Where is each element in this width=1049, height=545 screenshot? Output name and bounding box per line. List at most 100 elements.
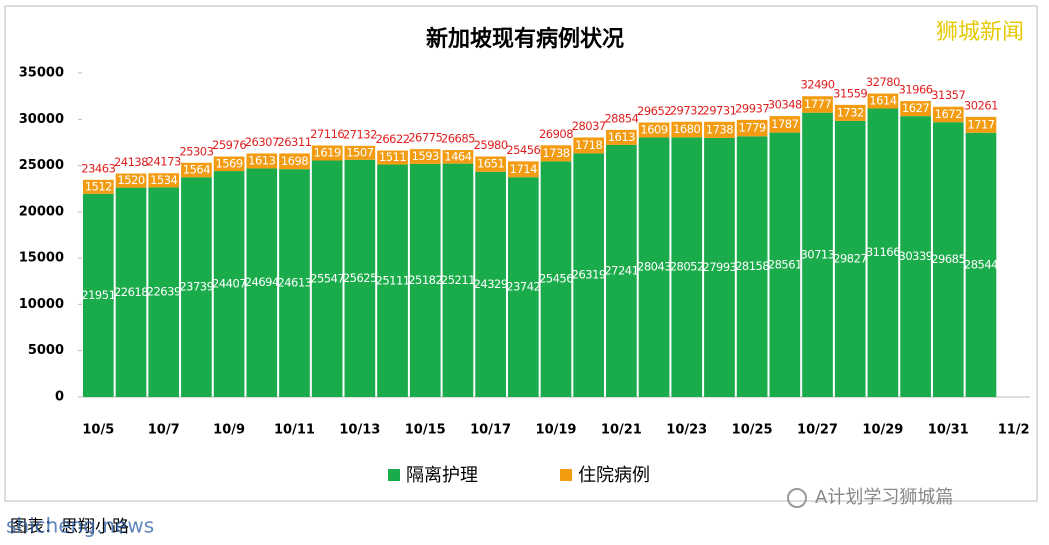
bar-value-label: 28158	[735, 259, 769, 273]
y-tick-label: 0	[55, 390, 64, 405]
total-label: 25303	[179, 144, 213, 158]
bar-value-label: 1672	[935, 107, 962, 121]
bar-segment	[573, 137, 605, 154]
bar-value-label: 24329	[474, 277, 508, 291]
legend-label: 隔离护理	[406, 465, 478, 486]
bar-value-label: 1680	[673, 122, 700, 136]
legend-swatch	[388, 469, 400, 481]
x-tick-label: 10/27	[797, 423, 838, 438]
bar-segment	[606, 144, 637, 397]
bar-value-label: 1619	[314, 146, 341, 160]
bar-segment	[377, 164, 408, 397]
bar-segment	[311, 160, 343, 397]
bar-value-label: 27993	[702, 260, 736, 274]
total-label: 26622	[376, 132, 410, 146]
bar-value-label: 25625	[343, 271, 377, 285]
bar-value-label: 28043	[637, 260, 671, 274]
total-label: 26307	[245, 135, 279, 149]
y-tick-label: 15000	[19, 251, 64, 266]
bar-value-label: 1534	[150, 173, 177, 187]
bar-segment	[475, 171, 506, 397]
bar-segment	[834, 120, 866, 397]
total-label: 32780	[866, 75, 900, 89]
bar-segment	[540, 161, 572, 397]
bar-value-label: 1651	[477, 157, 504, 171]
bar-value-label: 30339	[899, 249, 933, 263]
bar-segment	[671, 121, 703, 138]
bar-segment	[409, 163, 441, 397]
chart-title: 新加坡现有病例状况	[426, 26, 624, 52]
bar-segment	[344, 159, 376, 397]
legend-swatch	[560, 469, 572, 481]
bar-value-label: 1512	[85, 179, 112, 193]
x-tick-label: 11/2	[998, 423, 1030, 438]
footer-watermark: shicheng.news	[6, 514, 154, 538]
bar-value-label: 25547	[310, 271, 344, 285]
x-tick-label: 10/13	[339, 423, 380, 438]
bar-segment	[606, 129, 637, 145]
bar-value-label: 1787	[771, 117, 798, 131]
bar-segment	[932, 106, 964, 123]
bar-value-label: 21951	[81, 288, 115, 302]
x-tick-label: 10/5	[82, 423, 114, 438]
total-label: 29937	[735, 101, 769, 115]
bar-value-label: 23742	[506, 280, 540, 294]
bar-segment	[475, 156, 506, 172]
bar-segment	[965, 132, 997, 398]
bar-value-label: 27241	[604, 263, 638, 277]
bar-segment	[246, 153, 278, 169]
bar-value-label: 1779	[738, 121, 765, 135]
bar-segment	[638, 122, 670, 138]
bar-segment	[704, 137, 735, 397]
bar-value-label: 24613	[277, 276, 311, 290]
total-label: 31966	[899, 83, 933, 97]
bar-value-label: 1738	[542, 146, 569, 160]
bar-segment	[507, 161, 539, 178]
bar-segment	[834, 104, 866, 121]
bar-segment	[736, 136, 768, 397]
bar-value-label: 22618	[114, 285, 148, 299]
total-label: 27116	[310, 127, 344, 141]
bar-segment	[638, 137, 670, 397]
y-tick-label: 5000	[28, 343, 64, 358]
total-label: 26311	[277, 135, 311, 149]
total-label: 27132	[343, 127, 377, 141]
footer-right: A计划学习狮城篇	[815, 487, 953, 508]
bar-segment	[409, 149, 441, 164]
bar-segment	[344, 145, 376, 160]
bar-value-label: 30713	[800, 247, 834, 261]
bar-value-label: 1738	[706, 122, 733, 136]
bar-segment	[540, 145, 572, 162]
legend-label: 住院病例	[578, 465, 650, 486]
bar-segment	[769, 116, 801, 133]
total-label: 31357	[931, 88, 965, 102]
bar-segment	[867, 93, 899, 109]
total-label: 28854	[604, 111, 638, 125]
bar-segment	[442, 163, 474, 397]
total-label: 25980	[474, 138, 508, 152]
bar-segment	[213, 156, 245, 172]
bar-segment	[965, 116, 997, 133]
bar-segment	[802, 96, 833, 113]
bar-segment	[148, 187, 180, 397]
x-tick-label: 10/31	[928, 423, 969, 438]
bar-segment	[442, 150, 474, 164]
bar-value-label: 29685	[931, 252, 965, 266]
total-label: 29732	[670, 103, 704, 117]
bar-value-label: 1732	[837, 105, 864, 119]
bar-segment	[115, 187, 147, 397]
bar-segment	[867, 108, 899, 397]
bar-value-label: 28544	[964, 257, 998, 271]
bar-segment	[671, 137, 703, 397]
total-label: 29652	[637, 104, 671, 118]
bar-segment	[213, 171, 245, 397]
total-label: 29731	[702, 103, 736, 117]
bar-value-label: 1718	[575, 138, 602, 152]
bar-segment	[377, 150, 408, 165]
bar-value-label: 24694	[245, 275, 279, 289]
total-label: 31559	[833, 86, 867, 100]
bar-segment	[802, 112, 833, 398]
x-tick-label: 10/29	[862, 423, 903, 438]
